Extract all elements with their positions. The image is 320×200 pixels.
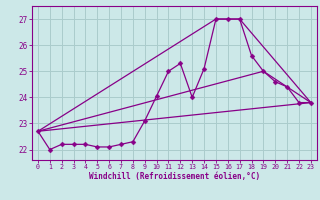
X-axis label: Windchill (Refroidissement éolien,°C): Windchill (Refroidissement éolien,°C)	[89, 172, 260, 181]
